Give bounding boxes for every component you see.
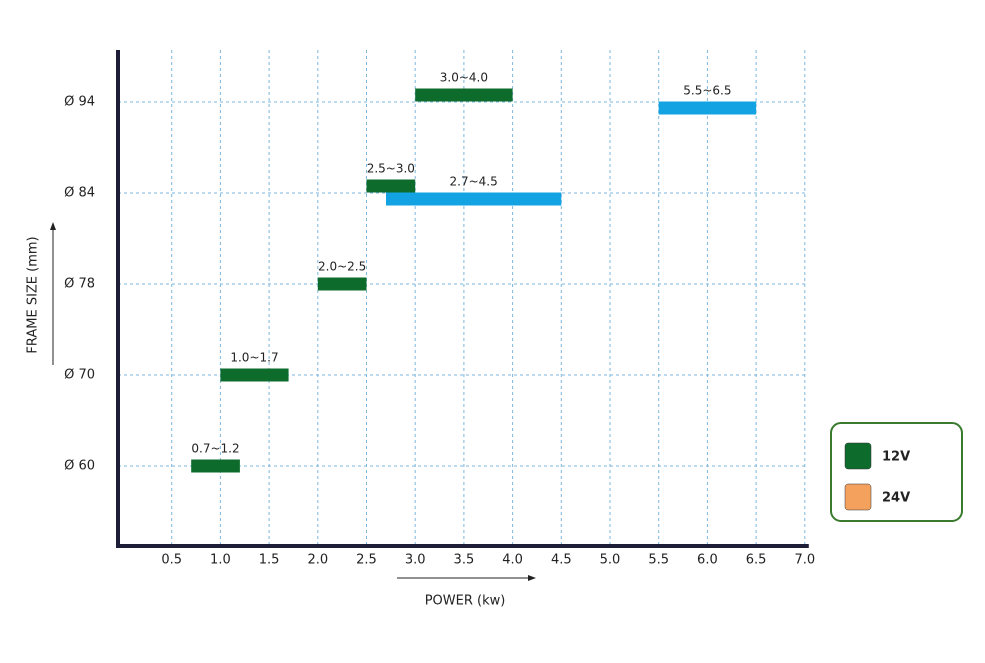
y-tick-label: Ø 70 [64,368,95,383]
legend-label: 12V [882,450,910,465]
y-tick-label: Ø 94 [64,95,95,110]
x-tick-label: 7.0 [794,553,815,568]
y-tick-label: Ø 78 [64,277,95,292]
x-tick-label: 5.5 [648,553,669,568]
legend-swatch [844,442,872,470]
bar-label: 0.7~1.2 [191,442,239,456]
bar-label: 2.5~3.0 [367,162,415,176]
bar-label: 5.5~6.5 [683,84,731,98]
x-axis-arrowhead [528,575,536,581]
legend: 12V 24V [830,422,963,522]
x-tick-label: 3.0 [405,553,426,568]
bar [317,277,367,291]
bar [366,179,416,193]
bar [658,101,757,115]
bar [191,459,240,473]
x-tick-label: 5.0 [600,553,621,568]
x-tick-label: 1.5 [259,553,280,568]
x-tick-label: 2.0 [307,553,328,568]
bar-label: 2.7~4.5 [450,175,498,189]
legend-swatch [844,483,872,511]
x-tick-label: 4.5 [551,553,572,568]
x-tick-label: 4.0 [502,553,523,568]
x-tick-label: 0.5 [161,553,182,568]
legend-label: 24V [882,491,910,506]
bar [220,368,289,382]
x-axis-label: POWER (kw) [425,594,506,609]
bar [385,192,562,206]
bar [415,88,513,102]
y-tick-label: Ø 84 [64,186,95,201]
bar-label: 3.0~4.0 [440,71,488,85]
x-tick-label: 3.5 [454,553,475,568]
x-tick-label: 2.5 [356,553,377,568]
y-tick-label: Ø 60 [64,459,95,474]
x-tick-label: 6.5 [746,553,767,568]
x-tick-label: 1.0 [210,553,231,568]
y-axis-arrowhead [50,222,56,230]
bar-label: 1.0~1.7 [230,351,278,365]
y-axis-label: FRAME SIZE (mm) [26,236,41,353]
bar-label: 2.0~2.5 [318,260,366,274]
x-tick-label: 6.0 [697,553,718,568]
